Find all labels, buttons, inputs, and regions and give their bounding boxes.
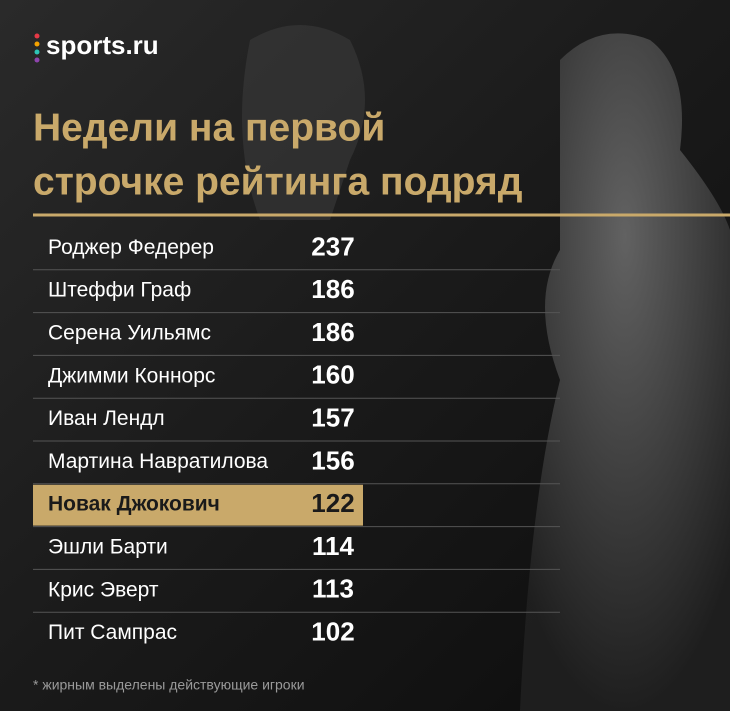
weeks-value: 186 bbox=[311, 317, 354, 347]
player-name: Штеффи Граф bbox=[48, 279, 191, 302]
logo-dot bbox=[34, 49, 40, 55]
logo: sports.ru bbox=[34, 30, 159, 63]
background-photo bbox=[242, 25, 365, 220]
table: Роджер Федерер 237 Штеффи Граф 186 Серена Уи… bbox=[33, 231, 560, 646]
logo-dot bbox=[34, 33, 40, 39]
weeks-value: 157 bbox=[311, 402, 354, 432]
weeks-value: 113 bbox=[312, 574, 354, 604]
player-name: Мартина Навратилова bbox=[48, 450, 268, 473]
title: строчке рейтинга подряд bbox=[33, 160, 523, 203]
weeks-value: 156 bbox=[311, 445, 354, 475]
player-name: Крис Эверт bbox=[48, 578, 159, 601]
player-name: Новак Джокович bbox=[48, 493, 220, 516]
player-name: Джимми Коннорс bbox=[48, 364, 215, 387]
player-photo bbox=[520, 33, 730, 711]
weeks-value: 114 bbox=[312, 531, 354, 561]
logo-dot bbox=[34, 57, 40, 63]
player-name: Эшли Барти bbox=[48, 536, 168, 559]
title: Недели на первой bbox=[33, 106, 385, 149]
player-name: Серена Уильямс bbox=[48, 322, 211, 345]
logo-dot bbox=[34, 41, 40, 47]
footnote: * жирным выделены действующие игроки bbox=[33, 677, 305, 693]
weeks-value: 102 bbox=[311, 616, 354, 646]
highlight-row bbox=[33, 484, 363, 526]
player-name: Роджер Федерер bbox=[48, 236, 214, 259]
weeks-value: 122 bbox=[311, 488, 354, 518]
player-name: Пит Сампрас bbox=[48, 621, 177, 644]
logo-text: sports.ru bbox=[46, 30, 159, 60]
player-name: Иван Лендл bbox=[48, 407, 165, 430]
weeks-value: 237 bbox=[311, 231, 354, 261]
weeks-value: 160 bbox=[311, 360, 354, 390]
weeks-value: 186 bbox=[311, 274, 354, 304]
